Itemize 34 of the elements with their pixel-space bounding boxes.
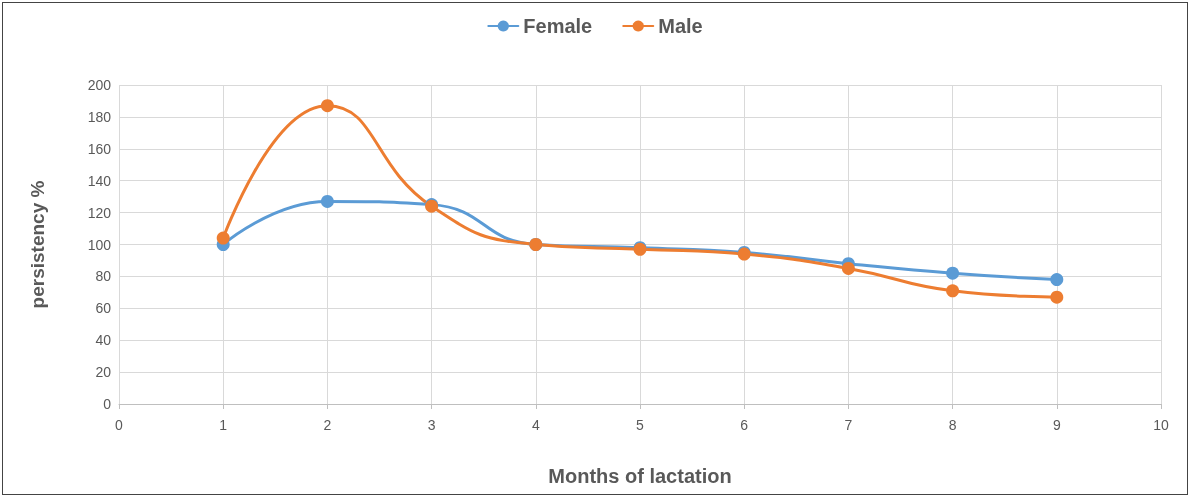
legend-label: Male bbox=[658, 15, 703, 37]
x-tick-label: 4 bbox=[531, 417, 540, 433]
x-axis-title: Months of lactation bbox=[548, 465, 732, 487]
x-tick-label: 2 bbox=[323, 417, 332, 433]
y-tick-label: 40 bbox=[95, 332, 112, 349]
point bbox=[320, 194, 334, 208]
y-tick-label: 100 bbox=[87, 236, 112, 253]
x-tick-label: 8 bbox=[948, 417, 957, 433]
point bbox=[216, 231, 230, 245]
y-axis-title: persistency % bbox=[27, 180, 48, 309]
legend-label: Female bbox=[523, 15, 593, 37]
point bbox=[841, 261, 855, 275]
y-tick-label: 160 bbox=[87, 140, 112, 157]
point bbox=[1050, 290, 1064, 304]
x-tick-label: 9 bbox=[1052, 417, 1061, 433]
point bbox=[946, 266, 960, 280]
y-tick-label: 20 bbox=[95, 364, 112, 381]
y-tick-label: 60 bbox=[95, 300, 112, 317]
x-tick-label: 3 bbox=[427, 417, 436, 433]
x-tick-label: 7 bbox=[844, 417, 853, 433]
point bbox=[320, 99, 334, 113]
x-tick-label: 6 bbox=[740, 417, 749, 433]
y-tick-label: 200 bbox=[87, 77, 112, 93]
y-tick-label: 120 bbox=[87, 204, 112, 221]
y-tick-label: 80 bbox=[95, 268, 112, 285]
y-tick-label: 0 bbox=[103, 396, 112, 412]
x-tick-label: 0 bbox=[115, 417, 124, 433]
point bbox=[1050, 273, 1064, 287]
x-tick-label: 1 bbox=[219, 417, 228, 433]
y-tick-label: 140 bbox=[87, 172, 112, 189]
x-tick-label: 5 bbox=[636, 417, 645, 433]
x-tick-label: 10 bbox=[1153, 417, 1169, 433]
y-tick-label: 180 bbox=[87, 108, 112, 125]
point bbox=[946, 284, 960, 298]
